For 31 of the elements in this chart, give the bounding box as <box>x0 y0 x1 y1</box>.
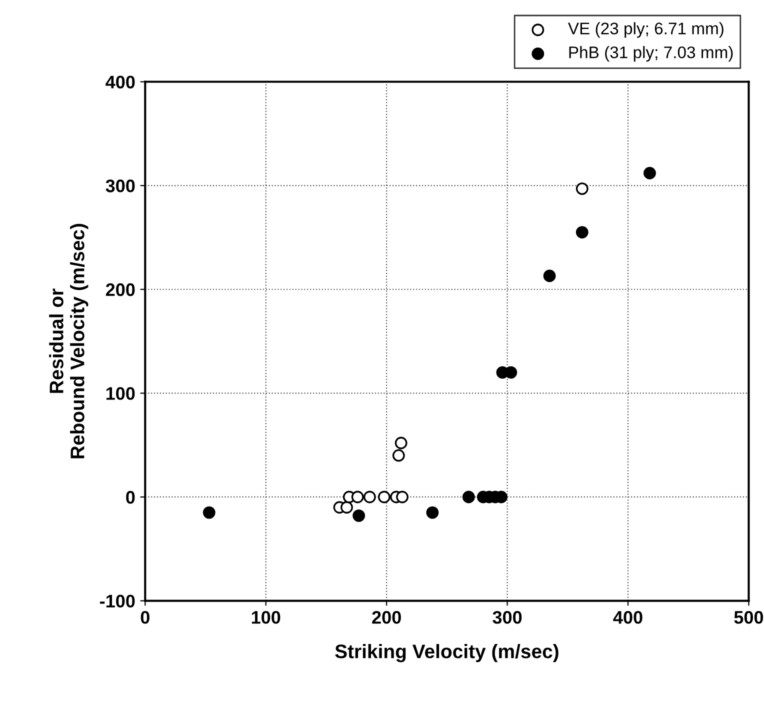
point <box>351 490 364 504</box>
x-tick-label: 400 <box>613 610 642 624</box>
y-tick-label: 200 <box>106 283 135 296</box>
point <box>378 490 390 504</box>
point <box>644 166 656 180</box>
point <box>462 490 475 504</box>
point <box>576 182 588 195</box>
x-tick-label: 300 <box>492 610 522 624</box>
y-axis-title: Residual or Rebound Velocity (m/sec) <box>49 224 88 458</box>
legend-label: VE (23 ply; 6.71 mm) <box>568 22 724 38</box>
y-tick-label: 300 <box>106 180 135 192</box>
y-tick-label: 100 <box>106 387 135 400</box>
x-axis-title: Striking Velocity (m/sec) <box>335 644 558 662</box>
point <box>576 226 588 238</box>
y-tick-label: 0 <box>126 490 135 504</box>
point <box>394 436 408 450</box>
point <box>392 449 405 462</box>
point <box>352 509 366 522</box>
x-tick-label: 100 <box>252 610 280 624</box>
y-tick-label: 400 <box>106 76 135 88</box>
point <box>202 506 216 519</box>
point <box>363 490 376 504</box>
point <box>396 490 408 504</box>
y-tick-label: -100 <box>100 594 135 608</box>
legend-label: PhB (31 ply; 7.03 mm) <box>569 46 733 62</box>
x-tick-label: 500 <box>734 610 764 624</box>
point <box>543 270 556 282</box>
x-tick-label: 200 <box>372 610 401 624</box>
point <box>340 501 353 514</box>
x-tick-label: 0 <box>140 610 150 624</box>
point <box>426 506 439 519</box>
